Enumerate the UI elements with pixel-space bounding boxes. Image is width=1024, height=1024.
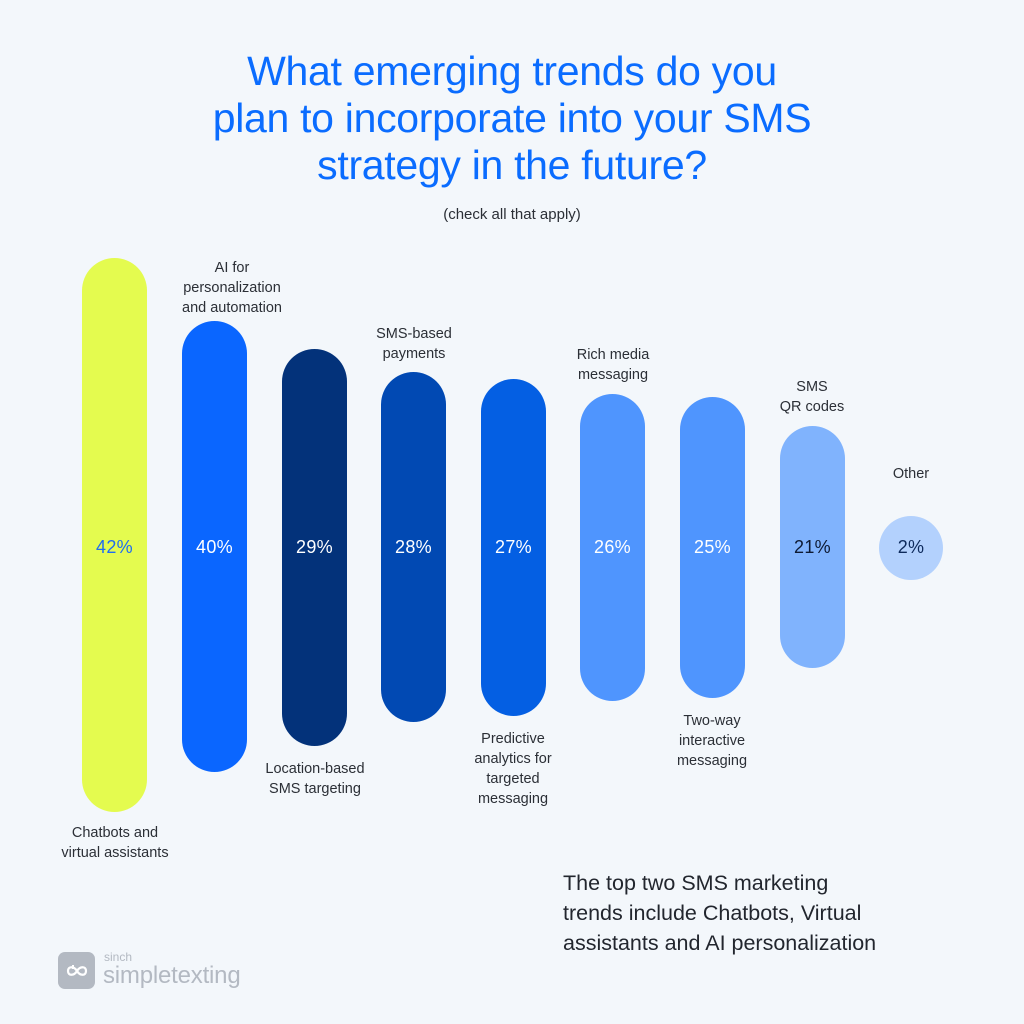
- bar-value: 27%: [495, 537, 532, 557]
- bar-value: 21%: [794, 537, 831, 557]
- bar-label-sms-payments: SMS-based payments: [376, 326, 452, 362]
- bar-value: 25%: [694, 537, 731, 557]
- bar-label-predictive-analytics: Predictive analytics for targeted messag…: [474, 731, 552, 807]
- bar-value: 26%: [594, 537, 631, 557]
- logo-sinch: sinch: [104, 950, 133, 964]
- bar-qr-codes: 21%: [780, 426, 845, 668]
- bar-value: 29%: [296, 537, 333, 557]
- bar-label-ai-personalization: AI for personalization and automation: [182, 260, 282, 316]
- bar-predictive-analytics: 27%: [481, 379, 546, 716]
- summary-annotation: The top two SMS marketing trends include…: [563, 871, 877, 955]
- bar-label-two-way: Two-way interactive messaging: [676, 713, 748, 769]
- bar-sms-payments: 28%: [381, 372, 446, 722]
- chart-subtitle: (check all that apply): [443, 206, 581, 223]
- bar-value: 28%: [395, 537, 432, 557]
- chart-title: What emerging trends do you plan to inco…: [0, 48, 1024, 189]
- bar-chatbots: 42%: [82, 258, 147, 812]
- bar-label-chatbots: Chatbots and virtual assistants: [61, 825, 169, 861]
- bar-rich-media: 26%: [580, 394, 645, 701]
- bar-location-based: 29%: [282, 349, 347, 746]
- title-line-1: What emerging trends do you: [247, 48, 777, 94]
- bar-value: 42%: [96, 537, 133, 557]
- bar-value: 2%: [897, 537, 925, 557]
- bar-other: 2%: [879, 516, 943, 580]
- bar-ai-personalization: 40%: [182, 321, 247, 772]
- title-line-2: plan to incorporate into your SMS: [212, 95, 812, 141]
- bar-label-qr-codes: SMS QR codes: [779, 379, 845, 415]
- bar-two-way: 25%: [680, 397, 745, 698]
- logo-simpletexting: simpletexting: [103, 962, 241, 989]
- bar-value: 40%: [196, 537, 233, 557]
- title-line-3: strategy in the future?: [317, 142, 707, 188]
- bar-label-rich-media: Rich media messaging: [576, 347, 650, 383]
- bar-label-other: Other: [892, 466, 930, 482]
- infinity-link-icon: [58, 952, 95, 989]
- bar-label-location-based: Location-based SMS targeting: [265, 761, 365, 797]
